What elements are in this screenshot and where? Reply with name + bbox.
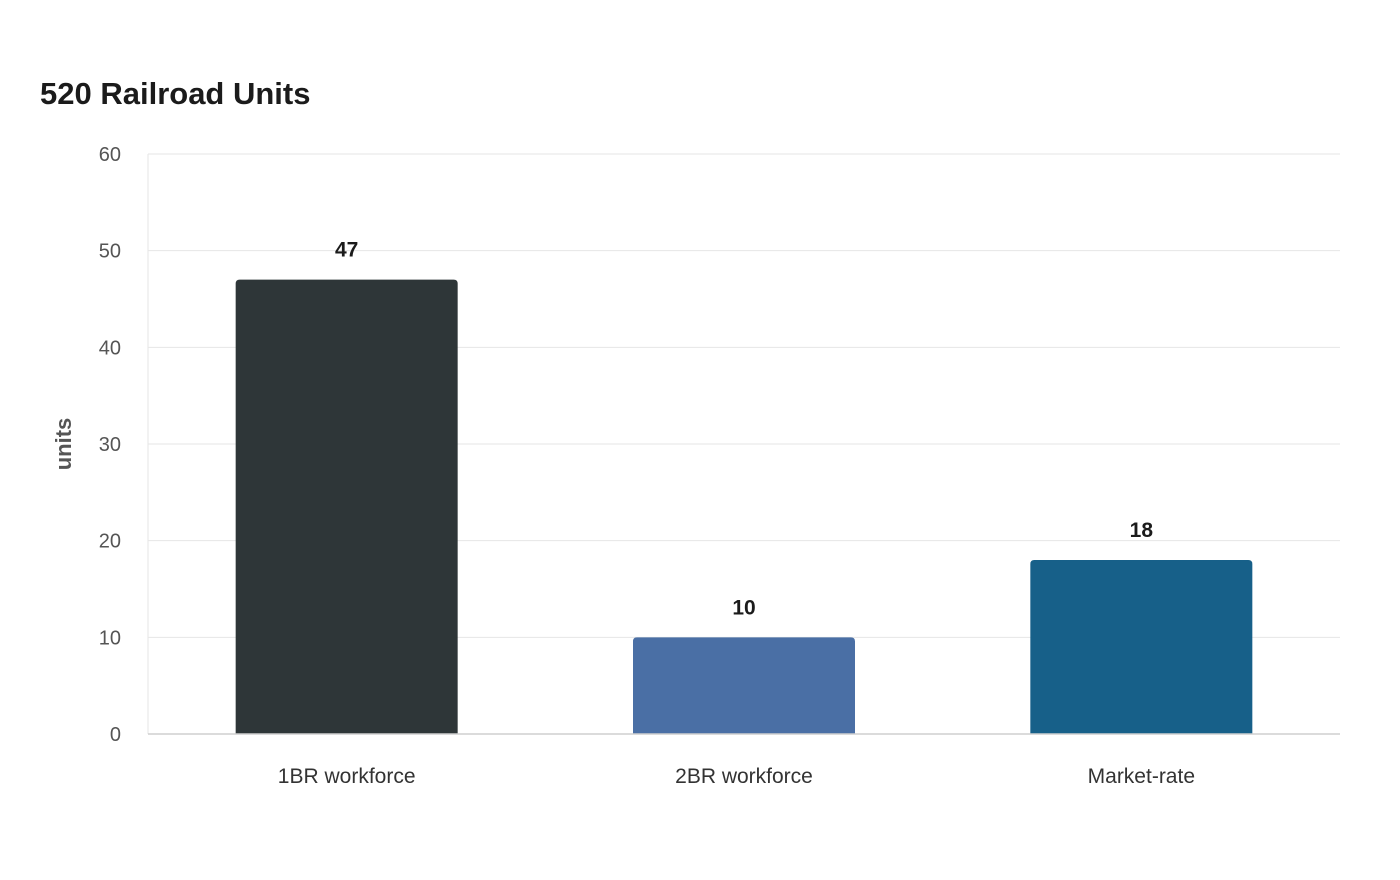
y-tick-label: 60 <box>99 144 121 166</box>
axes <box>147 154 1340 735</box>
y-tick-label: 30 <box>99 434 121 456</box>
y-axis-title: units <box>51 418 76 471</box>
y-tick-label: 50 <box>99 241 121 263</box>
x-category-label: 1BR workforce <box>278 765 416 788</box>
y-tick-label: 0 <box>110 724 121 746</box>
x-category-label: Market-rate <box>1088 765 1195 788</box>
bar-1br-workforce[interactable] <box>235 279 458 734</box>
y-tick-label: 10 <box>99 627 121 649</box>
y-tick-label: 20 <box>99 531 121 553</box>
x-category-label: 2BR workforce <box>675 765 813 788</box>
bar-value-label: 47 <box>335 239 358 262</box>
bar-market-rate[interactable] <box>1030 560 1253 734</box>
bars <box>235 279 1253 734</box>
bar-value-label: 10 <box>732 596 755 619</box>
labels: 0 10 20 30 40 50 60 47 1BR workforce 10 2BR workfo… <box>99 144 1195 788</box>
bar-2br-workforce[interactable] <box>633 637 855 734</box>
chart-title: 520 Railroad Units <box>40 76 311 111</box>
y-tick-label: 40 <box>99 337 121 359</box>
bar-value-label: 18 <box>1130 519 1154 542</box>
